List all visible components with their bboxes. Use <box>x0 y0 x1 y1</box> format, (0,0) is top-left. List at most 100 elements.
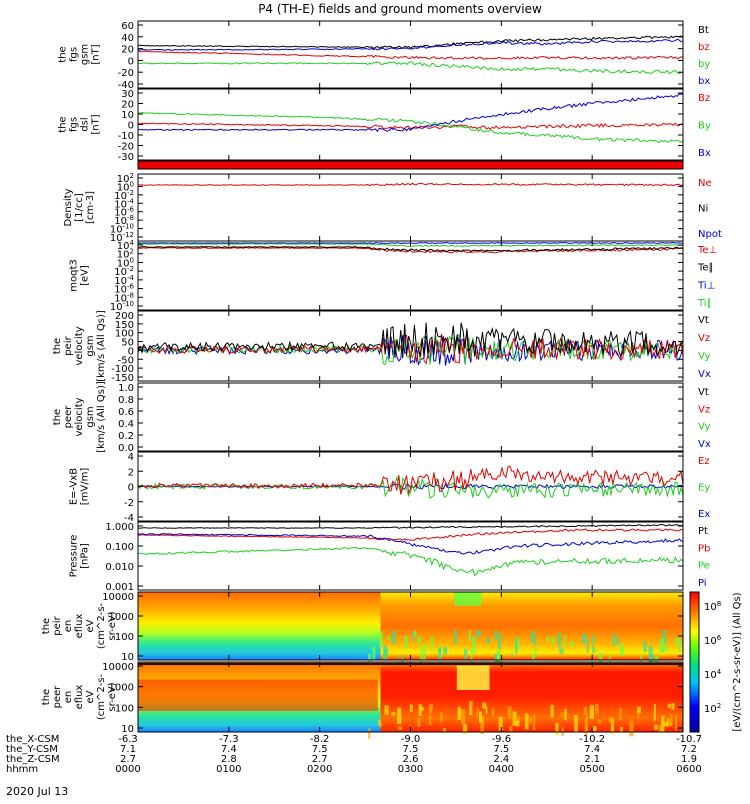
panel-ylabel: (cm^2-s- <box>96 602 107 649</box>
panel-ylabel: eV <box>85 619 96 632</box>
legend-bx: Bx <box>698 148 711 159</box>
spectrogram-streak <box>491 707 495 717</box>
spectrogram-streak <box>476 707 479 717</box>
spectrogram-streak <box>534 644 537 658</box>
xtick-label: 2.6 <box>403 754 419 765</box>
legend-vy: Vy <box>698 351 711 362</box>
legend-bz: Bz <box>698 93 710 104</box>
spectrogram-streak <box>429 708 433 714</box>
spectrogram-streak <box>418 704 422 716</box>
quality-flag-bar <box>138 161 683 169</box>
panel-ylabel: the <box>41 689 52 705</box>
spectrogram-streak <box>674 637 679 643</box>
spectrogram-streak <box>581 633 586 644</box>
spectrogram-streak <box>383 653 386 659</box>
spectrogram-streak <box>367 653 371 669</box>
trace-by <box>137 61 684 75</box>
xtick-label: -10.2 <box>579 734 605 745</box>
spectrogram-streak <box>379 722 382 728</box>
panel-ylabel: sr-eV) <box>107 682 118 711</box>
panel-ylabel: [1/cc] <box>74 193 85 222</box>
spectrogram-streak <box>564 708 567 720</box>
legend-vy: Vy <box>698 422 711 433</box>
legend-vt: Vt <box>698 315 709 326</box>
spectrogram-streak <box>653 724 658 730</box>
spectrogram-patch <box>454 592 482 606</box>
xtick-label: 7.2 <box>681 744 697 755</box>
date-label: 2020 Jul 13 <box>6 785 68 798</box>
ytick-label: 10-2 <box>114 265 134 278</box>
spectrogram-streak <box>667 703 671 709</box>
ytick-label: 10 <box>121 110 134 121</box>
ytick-label: 100 <box>117 256 134 269</box>
spectrogram-streak <box>422 644 426 660</box>
spectrogram-streak <box>486 638 491 644</box>
spectrogram-streak <box>663 721 668 727</box>
ytick-label: 0 <box>128 483 134 494</box>
panel-ylabel: gsm <box>80 44 91 65</box>
ytick-label: 0 <box>128 56 134 67</box>
spectrogram-streak <box>637 706 641 714</box>
spectrogram-streak <box>676 640 679 646</box>
spectrogram-streak <box>529 716 532 724</box>
spectrogram-streak <box>507 706 512 719</box>
spectrogram-streak <box>368 728 371 739</box>
trace-dsl-bx <box>137 93 684 133</box>
ytick-label: 0 <box>128 346 134 357</box>
spectrogram-streak <box>413 630 417 637</box>
peir-spectrogram-active <box>380 592 683 660</box>
ytick-label: 0.4 <box>118 419 134 430</box>
xtick-label: 7.4 <box>221 744 237 755</box>
panel-ylabel: fgs <box>69 47 80 62</box>
spectrogram-streak <box>612 633 616 647</box>
panel-ylabel: [mV/m] <box>80 468 91 506</box>
panel-ylabel: the <box>41 618 52 634</box>
xtick-label: 2.7 <box>120 754 136 765</box>
spectrogram-streak <box>583 706 587 715</box>
spectrogram-streak <box>397 655 400 659</box>
ytick-label: 100 <box>115 632 134 643</box>
ytick-label: 150 <box>115 320 134 331</box>
panel-ylabel: [cm-3] <box>85 191 96 224</box>
spectrogram-streak <box>608 717 612 723</box>
legend-pb: Pb <box>698 543 710 554</box>
panel-ylabel: eV <box>85 690 96 703</box>
legend-bt: Bt <box>698 25 709 36</box>
spectrogram-streak <box>417 718 421 727</box>
ytick-label: -10 <box>118 131 134 142</box>
xtick-label: 0400 <box>489 764 514 775</box>
spectrogram-streak <box>470 649 473 666</box>
spectrogram-streak <box>619 644 624 656</box>
ytick-label: 0 <box>128 121 134 132</box>
ytick-label: 10000 <box>102 592 134 603</box>
legend-vx: Vx <box>698 369 711 380</box>
panel-frame-density <box>137 173 684 242</box>
ytick-label: 50 <box>121 338 134 349</box>
spectrogram-streak <box>420 647 422 664</box>
spectrogram-streak <box>551 637 556 643</box>
legend-te∥: Te∥ <box>697 263 714 274</box>
xtick-label: -7.3 <box>219 734 239 745</box>
trace-pb <box>137 528 684 541</box>
xtick-label: 7.1 <box>120 744 136 755</box>
ytick-label: 1.000 <box>105 522 134 533</box>
panel-ylabel: peer <box>52 685 63 709</box>
spectrogram-streak <box>476 630 481 637</box>
spectrogram-streak <box>648 646 653 663</box>
xtick-label: 7.5 <box>493 744 509 755</box>
ytick-label: -50 <box>118 355 134 366</box>
ytick-label: 10000 <box>102 662 134 673</box>
spectrogram-streak <box>558 634 561 648</box>
panel-ylabel: moqt3 <box>69 259 80 292</box>
legend-pt: Pt <box>698 526 708 537</box>
spectrogram-streak <box>595 703 599 714</box>
spectrogram-streak <box>678 637 681 652</box>
panel-ylabel: Pressure <box>69 535 80 578</box>
spectrogram-streak <box>574 714 578 732</box>
legend-ez: Ez <box>698 456 710 467</box>
xtick-label: 2.8 <box>221 754 237 765</box>
panel-ylabel: Density <box>63 188 74 226</box>
spectrogram-streak <box>372 646 376 660</box>
spectrogram-streak <box>610 718 615 734</box>
spectrogram-streak <box>532 653 535 661</box>
